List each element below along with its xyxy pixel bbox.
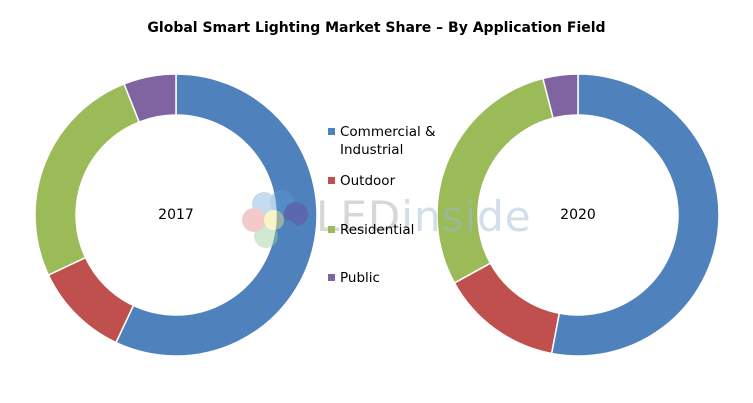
- slice-2020-commercial-industrial: [550, 73, 720, 357]
- legend-label: Public: [340, 270, 380, 286]
- slice-2017-commercial-industrial: [114, 73, 318, 357]
- legend-item-public: Public: [328, 269, 458, 287]
- legend-label: Commercial &: [340, 124, 436, 140]
- legend-item-residential: Residential: [328, 221, 458, 239]
- legend-swatch: [328, 128, 335, 135]
- legend-item-commercial-industrial: Commercial & Industrial: [328, 123, 458, 159]
- chart-title: Global Smart Lighting Market Share – By …: [147, 20, 606, 36]
- slice-2017-outdoor: [47, 256, 135, 344]
- legend-swatch: [328, 177, 335, 184]
- donut-2020: 2020: [436, 73, 720, 357]
- donut-center-label: 2020: [560, 207, 596, 223]
- legend-label: Residential: [340, 222, 415, 238]
- legend-label: Industrial: [340, 142, 404, 158]
- ledinside-watermark: LEDinside: [236, 182, 531, 252]
- slice-2017-public: [123, 73, 177, 123]
- ledinside-wordmark: LEDinside: [316, 192, 532, 241]
- ledinside-logo-icon: [242, 190, 308, 248]
- slice-2020-public: [542, 73, 579, 120]
- slice-2020-outdoor: [453, 262, 561, 355]
- donut-center-label: 2017: [158, 207, 194, 223]
- legend-swatch: [328, 274, 335, 281]
- slice-2017-residential: [34, 82, 141, 277]
- legend-item-outdoor: Outdoor: [328, 172, 458, 190]
- legend-label: Outdoor: [340, 173, 396, 189]
- legend-swatch: [328, 226, 335, 233]
- donut-2017: 2017: [34, 73, 318, 357]
